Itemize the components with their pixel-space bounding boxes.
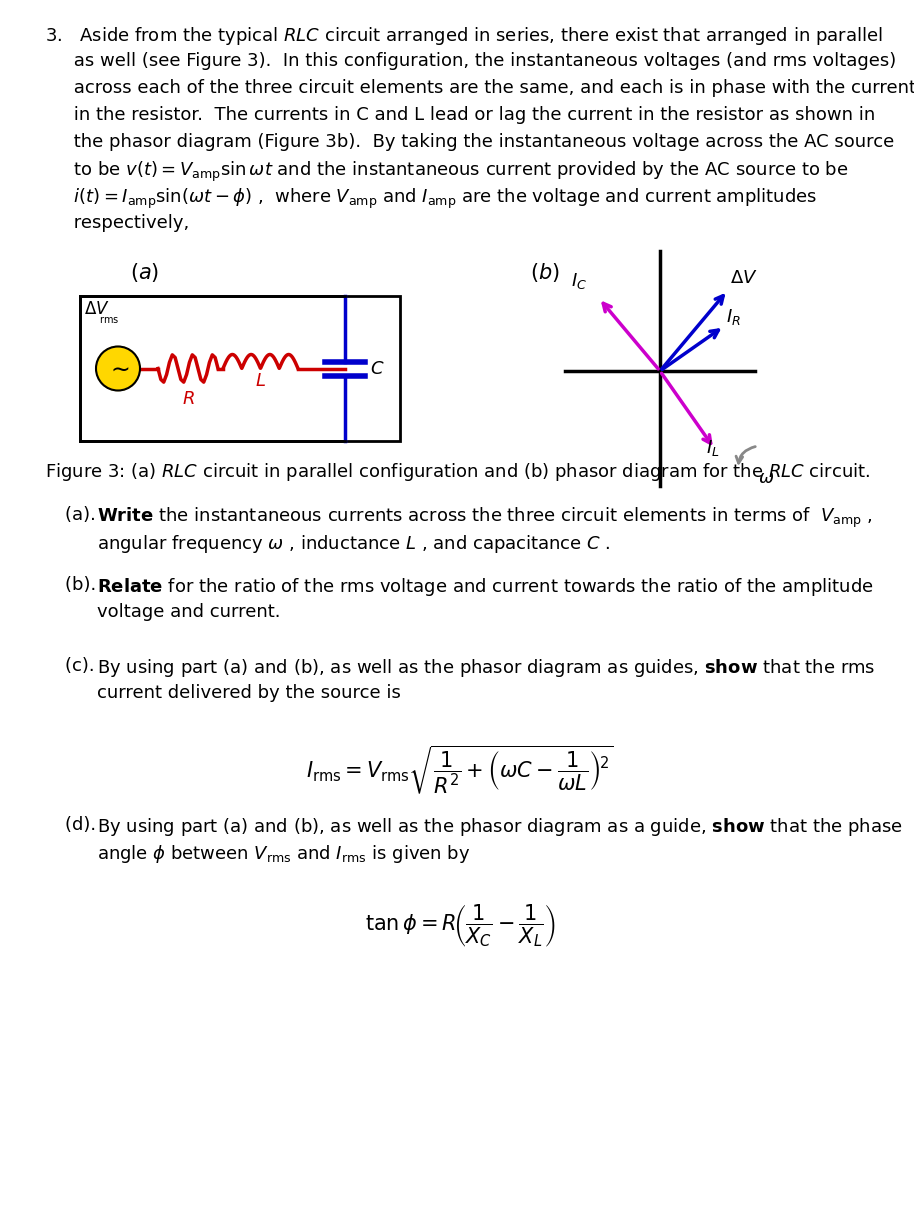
Text: $\Delta V$: $\Delta V$ [84,300,110,318]
Text: $\mathbf{Write}$ the instantaneous currents across the three circuit elements in: $\mathbf{Write}$ the instantaneous curre… [97,506,873,530]
Text: voltage and current.: voltage and current. [97,603,281,622]
Text: 3.   Aside from the typical $\mathit{RLC}$ circuit arranged in series, there exi: 3. Aside from the typical $\mathit{RLC}$… [45,26,883,48]
Text: (a).: (a). [65,506,101,524]
Text: current delivered by the source is: current delivered by the source is [97,684,401,702]
Text: $I_C$: $I_C$ [571,271,587,291]
Text: $\mathit{(b)}$: $\mathit{(b)}$ [530,261,559,284]
Text: $I_L$: $I_L$ [707,438,720,458]
Text: $\Delta V$: $\Delta V$ [730,268,759,286]
Text: By using part (a) and (b), as well as the phasor diagram as guides, $\mathbf{sho: By using part (a) and (b), as well as th… [97,657,876,679]
Text: in the resistor.  The currents in C and L lead or lag the current in the resisto: in the resistor. The currents in C and L… [45,106,876,124]
Circle shape [96,346,140,390]
Text: $i(t)=I_{\mathrm{amp}}\sin(\omega t-\phi)$ ,  where $V_{\mathrm{amp}}$ and $I_{\: $i(t)=I_{\mathrm{amp}}\sin(\omega t-\phi… [45,187,817,211]
Text: $L$: $L$ [255,373,266,390]
Text: the phasor diagram (Figure 3b).  By taking the instantaneous voltage across the : the phasor diagram (Figure 3b). By takin… [45,133,894,151]
Text: angle $\phi$ between $V_{\mathrm{rms}}$ and $I_{\mathrm{rms}}$ is given by: angle $\phi$ between $V_{\mathrm{rms}}$ … [97,842,471,864]
Text: respectively,: respectively, [45,215,189,232]
FancyArrowPatch shape [736,446,755,463]
Text: $\sim$: $\sim$ [106,356,130,380]
Bar [80,296,400,441]
Text: $C$: $C$ [370,360,385,378]
Text: (c).: (c). [65,657,101,675]
Text: (b).: (b). [65,577,102,594]
Text: angular frequency $\omega$ , inductance $L$ , and capacitance $C$ .: angular frequency $\omega$ , inductance … [97,533,611,555]
Text: $\mathit{(a)}$: $\mathit{(a)}$ [130,261,159,284]
Text: $I_R$: $I_R$ [726,307,740,327]
Text: $I_{\mathrm{rms}} = V_{\mathrm{rms}}\sqrt{\dfrac{1}{R^2}+\left(\omega C - \dfrac: $I_{\mathrm{rms}} = V_{\mathrm{rms}}\sqr… [306,744,614,796]
Text: $\tan\phi = R\!\left(\dfrac{1}{X_C} - \dfrac{1}{X_L}\right)$: $\tan\phi = R\!\left(\dfrac{1}{X_C} - \d… [365,902,556,950]
Text: $R$: $R$ [182,390,195,408]
Text: as well (see Figure 3).  In this configuration, the instantaneous voltages (and : as well (see Figure 3). In this configur… [45,52,897,69]
Text: to be $v(t)=V_{\mathrm{amp}}\sin\omega t$ and the instantaneous current provided: to be $v(t)=V_{\mathrm{amp}}\sin\omega t… [45,160,848,184]
Text: (d).: (d). [65,816,101,834]
Text: across each of the three circuit elements are the same, and each is in phase wit: across each of the three circuit element… [45,79,914,98]
Text: $\mathbf{Relate}$ for the ratio of the rms voltage and current towards the ratio: $\mathbf{Relate}$ for the ratio of the r… [97,577,874,599]
Text: $\omega$: $\omega$ [758,469,774,488]
Text: $_{\mathrm{rms}}$: $_{\mathrm{rms}}$ [99,312,119,325]
Text: Figure 3: (a) $\mathit{RLC}$ circuit in parallel configuration and (b) phasor di: Figure 3: (a) $\mathit{RLC}$ circuit in … [45,461,870,483]
Text: By using part (a) and (b), as well as the phasor diagram as a guide, $\mathbf{sh: By using part (a) and (b), as well as th… [97,816,903,837]
